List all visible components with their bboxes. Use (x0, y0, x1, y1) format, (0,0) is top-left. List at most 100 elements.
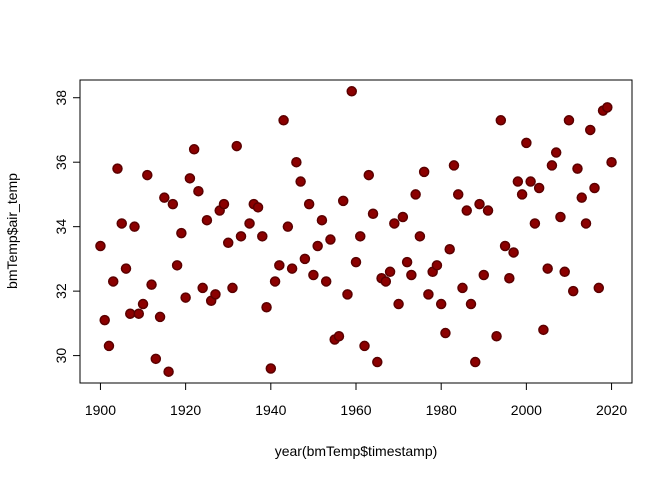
point (235, 231, 247, 242)
point (197, 282, 208, 294)
point (265, 363, 277, 374)
point (380, 276, 392, 287)
point (308, 269, 319, 281)
y-axis-label: bmTemp$air_temp (4, 173, 20, 289)
point (418, 166, 430, 178)
point (150, 353, 162, 365)
point (257, 231, 268, 242)
point (508, 247, 519, 258)
point (401, 256, 413, 268)
point (333, 331, 345, 342)
point (525, 176, 536, 187)
point (414, 231, 426, 242)
point (201, 214, 213, 226)
point (218, 198, 230, 210)
point (133, 308, 145, 319)
point (167, 198, 179, 210)
point (478, 269, 490, 281)
point (461, 205, 472, 216)
point (606, 156, 617, 168)
point (154, 311, 166, 323)
x-tick-label: 1960 (340, 402, 371, 418)
point (274, 260, 285, 271)
point (423, 289, 434, 300)
point (227, 282, 238, 294)
point (120, 263, 132, 274)
point (440, 327, 451, 339)
point (372, 356, 383, 368)
point (252, 202, 264, 213)
point (431, 260, 443, 271)
point (299, 253, 311, 265)
point (504, 272, 515, 284)
point (521, 137, 532, 149)
point (444, 243, 455, 255)
point (512, 176, 524, 187)
point (125, 308, 136, 319)
point (355, 231, 366, 242)
point (107, 276, 119, 287)
x-tick-label: 2020 (596, 402, 627, 418)
point (210, 289, 221, 300)
point (163, 366, 174, 377)
point (222, 237, 234, 249)
point (550, 147, 562, 158)
x-tick-label: 1900 (85, 402, 116, 418)
point (448, 160, 460, 171)
point (452, 189, 464, 200)
point (316, 214, 328, 226)
point (137, 298, 149, 310)
point (593, 282, 605, 294)
point (269, 276, 281, 287)
point (474, 198, 485, 210)
point (112, 163, 123, 174)
y-tick-label: 30 (53, 348, 69, 364)
point (359, 340, 370, 352)
y-tick-label: 36 (53, 154, 69, 170)
point (325, 234, 336, 245)
point (495, 115, 507, 126)
point (244, 218, 255, 229)
x-tick-label: 2000 (511, 402, 542, 418)
point (278, 115, 289, 126)
point (320, 276, 332, 287)
x-tick-label: 1940 (255, 402, 286, 418)
point (176, 227, 187, 239)
point (261, 302, 272, 313)
x-tick-label: 1980 (426, 402, 457, 418)
point (99, 314, 110, 326)
point (342, 289, 353, 300)
y-tick-label: 38 (53, 90, 69, 106)
point (389, 218, 400, 229)
point (180, 292, 191, 303)
point (384, 266, 396, 278)
point (303, 198, 315, 210)
point (116, 218, 127, 229)
point (572, 163, 583, 174)
point (589, 182, 600, 194)
point (95, 240, 106, 252)
point (482, 205, 494, 216)
point (406, 269, 417, 281)
point (533, 182, 545, 194)
y-tick-label: 34 (53, 219, 69, 235)
x-axis-label: year(bmTemp$timestamp) (275, 443, 438, 459)
point (410, 189, 421, 200)
point (129, 221, 140, 232)
point (529, 218, 541, 229)
point (282, 221, 294, 232)
point (312, 240, 323, 252)
point (576, 192, 587, 203)
point (567, 285, 579, 297)
point (435, 298, 447, 310)
point (538, 324, 549, 336)
point (563, 115, 575, 126)
x-tick-label: 1920 (170, 402, 201, 418)
point (231, 140, 242, 152)
point (367, 208, 379, 220)
point (585, 124, 596, 136)
point (542, 263, 553, 274)
point (146, 279, 157, 290)
point (103, 340, 115, 352)
